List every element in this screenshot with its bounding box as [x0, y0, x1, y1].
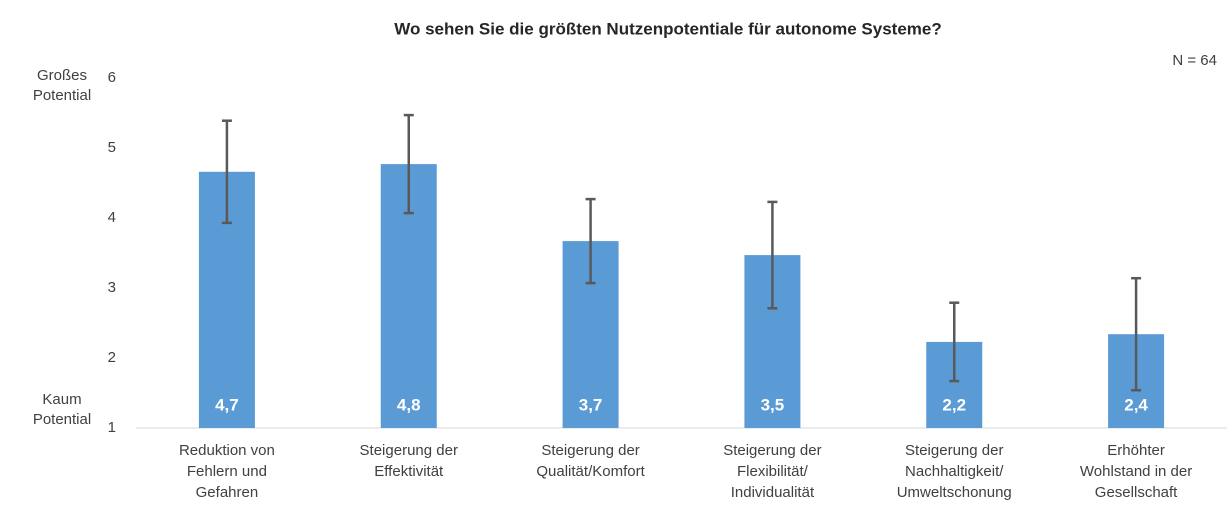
- x-tick-label: Steigerung der: [905, 442, 1003, 459]
- x-tick-label: Steigerung der: [541, 442, 639, 459]
- x-tick-label: Wohlstand in der: [1080, 463, 1192, 480]
- x-tick-label: Qualität/Komfort: [536, 463, 645, 480]
- x-tick-label: Gesellschaft: [1095, 484, 1178, 501]
- value-label: 3,5: [761, 395, 785, 414]
- value-label: 4,8: [397, 395, 421, 414]
- y-axis-label: Potential: [33, 87, 91, 104]
- x-tick-label: Effektivität: [374, 463, 444, 480]
- y-tick-label: 4: [108, 209, 116, 226]
- x-tick-label: Reduktion von: [179, 442, 275, 459]
- y-axis-label: Potential: [33, 411, 91, 428]
- y-axis-label: Kaum: [42, 391, 81, 408]
- x-tick-label: Steigerung der: [723, 442, 821, 459]
- value-label: 2,2: [942, 395, 966, 414]
- x-tick-label: Umweltschonung: [897, 484, 1012, 501]
- y-tick-label: 2: [108, 349, 116, 366]
- y-axis-label: Großes: [37, 67, 87, 84]
- x-tick-label: Nachhaltigkeit/: [905, 463, 1004, 480]
- value-label: 4,7: [215, 395, 239, 414]
- chart-title: Wo sehen Sie die größten Nutzenpotential…: [394, 19, 942, 38]
- y-tick-label: 3: [108, 279, 116, 296]
- annotation: N = 64: [1172, 52, 1217, 69]
- value-label: 3,7: [579, 395, 603, 414]
- x-tick-label: Gefahren: [196, 484, 259, 501]
- value-label: 2,4: [1124, 395, 1148, 414]
- x-tick-label: Flexibilität/: [737, 463, 809, 480]
- y-tick-label: 1: [108, 419, 116, 436]
- x-tick-label: Fehlern und: [187, 463, 267, 480]
- x-tick-label: Individualität: [731, 484, 815, 501]
- y-tick-label: 6: [108, 69, 116, 86]
- x-tick-label: Steigerung der: [360, 442, 458, 459]
- x-tick-label: Erhöhter: [1107, 442, 1165, 459]
- y-tick-label: 5: [108, 139, 116, 156]
